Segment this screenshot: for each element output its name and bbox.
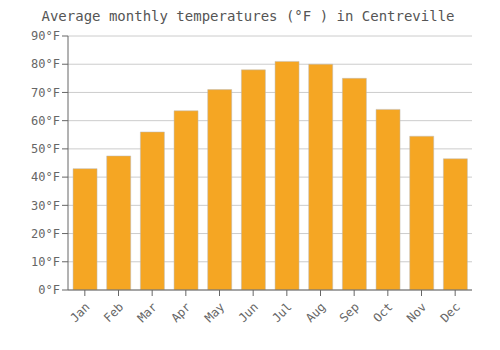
html-text:Average monthly temperatures (: Average monthly temperatures (°F ) in Ce… xyxy=(41,8,455,24)
svg-text:10°F: 10°F xyxy=(31,255,60,269)
svg-text:Jul: Jul xyxy=(269,300,294,325)
svg-text:Apr: Apr xyxy=(168,300,193,325)
svg-text:90°F: 90°F xyxy=(31,29,60,43)
svg-text:Nov: Nov xyxy=(404,300,429,325)
svg-text:80°F: 80°F xyxy=(31,57,60,71)
svg-text:60°F: 60°F xyxy=(31,114,60,128)
svg-text:Mar: Mar xyxy=(135,300,160,325)
svg-text:50°F: 50°F xyxy=(31,142,60,156)
svg-text:20°F: 20°F xyxy=(31,227,60,241)
svg-text:Dec: Dec xyxy=(438,300,463,325)
svg-text:70°F: 70°F xyxy=(31,86,60,100)
svg-text:Jan: Jan xyxy=(67,300,92,325)
svg-text:May: May xyxy=(202,300,227,325)
svg-text:Jun: Jun xyxy=(236,300,261,325)
svg-text:0°F: 0°F xyxy=(38,283,60,297)
svg-text:30°F: 30°F xyxy=(31,199,60,213)
svg-text:Oct: Oct xyxy=(370,300,395,325)
svg-text:Sep: Sep xyxy=(337,300,362,325)
svg-text:Aug: Aug xyxy=(303,300,328,325)
svg-text:Feb: Feb xyxy=(101,300,126,325)
svg-text:40°F: 40°F xyxy=(31,170,60,184)
